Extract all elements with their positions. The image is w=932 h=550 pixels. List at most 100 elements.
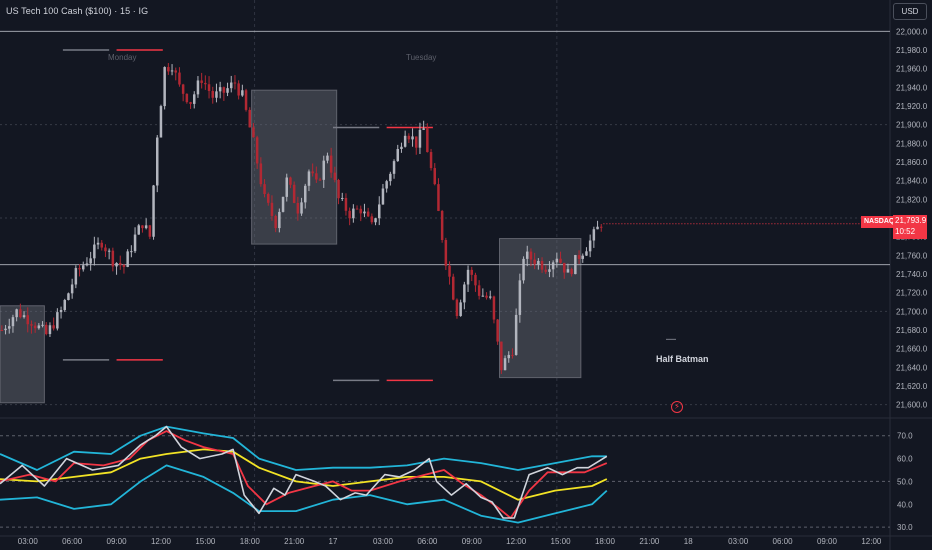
candle-body [78, 268, 81, 270]
candle-body [426, 128, 429, 153]
candle-body [448, 265, 451, 277]
oscillator-line-white [0, 425, 608, 519]
last-price-value: 21,793.9 [895, 216, 927, 225]
candle-body [537, 260, 540, 265]
candle-body [396, 149, 399, 162]
price-tick-label: 21,720.0 [896, 289, 928, 298]
candle-body [241, 90, 244, 96]
price-tick-label: 21,740.0 [896, 270, 928, 279]
candle-body [470, 269, 473, 275]
price-tick-label: 22,000.0 [896, 27, 928, 36]
time-tick-label: 09:00 [462, 537, 483, 546]
time-tick-label: 18:00 [595, 537, 616, 546]
time-tick-label: 18 [684, 537, 693, 546]
candle-body [148, 225, 152, 237]
candle-body [133, 234, 137, 252]
price-tick-label: 21,880.0 [896, 139, 928, 148]
candle-body [122, 264, 126, 267]
candle-body [322, 160, 325, 180]
candle-body [585, 251, 588, 256]
time-tick-label: 15:00 [195, 537, 216, 546]
candle-body [207, 84, 211, 91]
candle-body [270, 202, 274, 216]
candle-body [163, 67, 166, 107]
candle-body [85, 263, 89, 266]
price-tick-label: 21,700.0 [896, 307, 928, 316]
oscillator-tick-label: 30.0 [897, 523, 913, 532]
candle-body [107, 250, 111, 252]
candle-body [555, 258, 559, 263]
candle-body [514, 314, 518, 355]
candle-body [411, 136, 414, 140]
time-tick-label: 09:00 [817, 537, 838, 546]
candle-body [437, 184, 440, 211]
candle-body [563, 262, 566, 273]
candle-body [152, 185, 155, 237]
candle-body [477, 285, 481, 296]
candle-body [366, 211, 370, 217]
candle-body [156, 137, 159, 186]
candle-body [244, 90, 248, 110]
candle-body [222, 87, 226, 93]
day-label-tuesday: Tuesday [406, 53, 437, 62]
symbol-legend[interactable]: US Tech 100 Cash ($100) · 15 · IG [6, 6, 149, 16]
candle-body [392, 161, 396, 174]
candle-body [167, 67, 170, 72]
currency-button[interactable]: USD [893, 3, 927, 20]
candle-body [492, 296, 496, 320]
day-label-monday: Monday [108, 53, 137, 62]
candle-body [59, 309, 63, 313]
lightning-icon[interactable]: ⚡ [671, 401, 683, 413]
candle-body [415, 136, 418, 148]
candle-body [104, 247, 107, 252]
candle-body [255, 137, 259, 164]
time-tick-label: 06:00 [417, 537, 438, 546]
candle-body [503, 358, 507, 371]
candle-body [352, 208, 355, 219]
candle-body [218, 87, 222, 92]
oscillator-tick-label: 50.0 [897, 477, 913, 486]
candle-body [137, 225, 140, 235]
candle-body [56, 312, 59, 329]
candle-body [485, 295, 488, 298]
time-tick-label: 21:00 [639, 537, 660, 546]
candle-body [422, 128, 425, 130]
candle-body [588, 240, 592, 252]
candle-body [526, 251, 529, 259]
candle-body [292, 184, 296, 203]
candle-body [433, 168, 436, 185]
candle-body [226, 88, 229, 93]
oscillator-tick-label: 60.0 [897, 455, 913, 464]
candle-body [337, 179, 340, 199]
candle-body [540, 260, 544, 270]
candle-body [570, 269, 573, 275]
price-tick-label: 21,860.0 [896, 158, 928, 167]
oscillator-tick-label: 70.0 [897, 432, 913, 441]
candle-body [0, 330, 4, 331]
price-tick-label: 21,840.0 [896, 177, 928, 186]
time-tick-label: 06:00 [62, 537, 83, 546]
time-tick-label: 17 [329, 537, 338, 546]
candle-body [115, 262, 118, 267]
candle-body [348, 210, 351, 219]
candle-body [281, 196, 285, 212]
candle-body [533, 259, 536, 265]
candle-body [455, 299, 459, 316]
pattern-annotation[interactable]: Half Batman [656, 354, 709, 364]
oscillator-line-cyan [0, 464, 608, 524]
candle-body [19, 309, 22, 318]
candle-body [481, 295, 485, 297]
candle-body [577, 255, 581, 259]
candle-body [489, 296, 492, 298]
last-price-box: 21,793.9 10:52 [893, 215, 927, 239]
time-tick-label: 15:00 [551, 537, 572, 546]
candle-body [230, 82, 233, 89]
candle-body [344, 197, 348, 211]
candle-body [8, 326, 11, 329]
candle-body [233, 82, 237, 84]
candle-body [329, 155, 333, 173]
candle-body [285, 177, 288, 197]
candle-body [289, 177, 292, 185]
